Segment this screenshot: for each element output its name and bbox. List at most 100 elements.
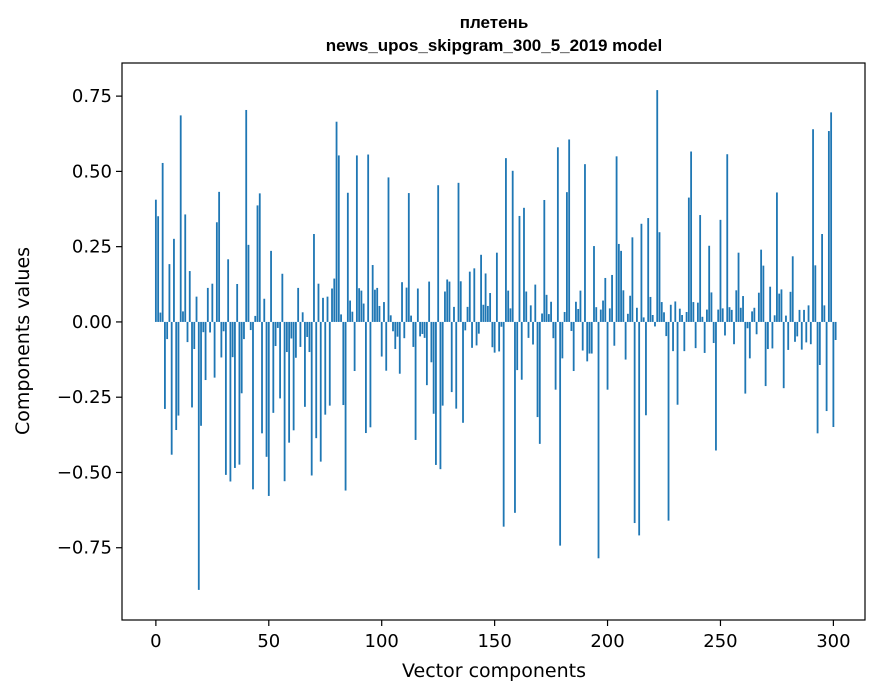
- bar-component-157: [509, 308, 512, 322]
- bar-component-108: [398, 321, 401, 374]
- bar-component-298: [827, 131, 830, 322]
- bar-component-117: [419, 321, 422, 337]
- bar-component-110: [403, 321, 406, 339]
- bar-component-247: [712, 321, 715, 344]
- bar-component-202: [611, 274, 613, 322]
- bar-component-265: [753, 307, 756, 322]
- bar-component-49: [265, 321, 268, 457]
- bar-component-268: [760, 249, 763, 322]
- bar-component-255: [730, 309, 733, 322]
- bar-component-232: [678, 308, 681, 322]
- bar-component-237: [690, 151, 693, 322]
- bar-component-65: [301, 312, 304, 322]
- bar-component-222: [656, 90, 659, 322]
- y-tick-label: −0.50: [57, 462, 112, 483]
- bar-component-99: [378, 305, 381, 322]
- bar-component-14: [186, 321, 189, 343]
- plot-frame: [121, 62, 866, 621]
- bar-component-134: [457, 182, 460, 322]
- bar-component-216: [642, 317, 645, 322]
- bar-component-6: [168, 264, 171, 322]
- bar-component-163: [523, 207, 525, 322]
- bar-component-256: [733, 321, 735, 345]
- bar-component-206: [620, 250, 622, 322]
- bar-component-171: [541, 313, 543, 322]
- bar-component-282: [791, 256, 794, 322]
- bar-component-140: [471, 321, 473, 348]
- bar-component-27: [215, 222, 218, 322]
- bar-component-291: [812, 129, 814, 322]
- bar-component-230: [674, 301, 677, 322]
- bar-component-131: [450, 321, 453, 393]
- bar-component-26: [213, 321, 216, 378]
- bar-component-74: [322, 297, 324, 322]
- bar-component-57: [283, 321, 286, 482]
- bar-component-187: [577, 308, 580, 322]
- bar-component-114: [412, 321, 415, 347]
- bar-component-239: [694, 321, 697, 349]
- bar-component-9: [175, 321, 178, 431]
- bar-component-66: [304, 321, 306, 407]
- bar-component-7: [170, 321, 173, 455]
- bar-component-289: [807, 305, 810, 322]
- bar-component-38: [240, 321, 243, 394]
- bar-component-138: [466, 306, 469, 322]
- bar-component-290: [809, 321, 812, 345]
- bar-component-64: [299, 321, 302, 347]
- bar-component-261: [744, 321, 747, 394]
- bar-component-153: [500, 321, 503, 327]
- bar-component-179: [559, 321, 562, 546]
- bar-component-43: [252, 321, 254, 490]
- bar-component-39: [243, 321, 245, 340]
- bar-component-184: [570, 321, 573, 331]
- bar-component-207: [622, 290, 625, 322]
- bar-component-195: [595, 307, 598, 322]
- bar-component-224: [660, 302, 663, 322]
- bar-component-264: [751, 311, 753, 322]
- bar-component-267: [757, 292, 760, 322]
- bar-component-274: [773, 315, 776, 322]
- bar-component-191: [586, 321, 589, 362]
- bar-component-112: [407, 193, 410, 322]
- bar-component-273: [771, 321, 774, 349]
- bar-component-198: [602, 300, 604, 322]
- bar-component-20: [200, 321, 202, 426]
- bar-component-105: [392, 321, 394, 332]
- bar-component-61: [292, 321, 295, 431]
- bar-component-82: [340, 314, 342, 322]
- bar-component-1: [157, 216, 160, 322]
- bar-component-226: [665, 321, 668, 337]
- bar-component-278: [782, 321, 785, 389]
- bar-component-251: [721, 308, 724, 322]
- bar-component-63: [297, 287, 300, 322]
- bar-component-124: [435, 321, 437, 465]
- bar-component-280: [787, 321, 790, 350]
- y-tick-label: −0.25: [57, 387, 112, 408]
- bar-component-169: [536, 321, 539, 418]
- x-tick-label: 100: [365, 631, 399, 652]
- bar-component-68: [308, 321, 311, 353]
- bar-component-183: [568, 139, 571, 322]
- bar-component-177: [554, 321, 557, 390]
- bar-component-93: [365, 321, 367, 434]
- bar-component-260: [742, 296, 744, 322]
- bar-component-12: [182, 311, 184, 322]
- bar-component-150: [493, 321, 496, 353]
- bar-component-162: [520, 321, 523, 380]
- bar-component-71: [315, 321, 318, 439]
- bar-component-204: [615, 156, 618, 322]
- x-tick-label: 50: [257, 631, 280, 652]
- bar-component-115: [414, 321, 417, 440]
- bar-component-50: [267, 321, 270, 496]
- bar-component-241: [699, 215, 702, 322]
- bar-component-269: [762, 265, 765, 322]
- bar-component-208: [624, 321, 627, 360]
- bar-component-77: [328, 321, 331, 406]
- bar-component-127: [441, 321, 444, 406]
- bar-component-121: [428, 281, 431, 322]
- bar-component-149: [491, 321, 494, 348]
- bar-component-275: [776, 192, 778, 322]
- bar-component-293: [816, 321, 819, 434]
- bar-component-279: [785, 315, 787, 322]
